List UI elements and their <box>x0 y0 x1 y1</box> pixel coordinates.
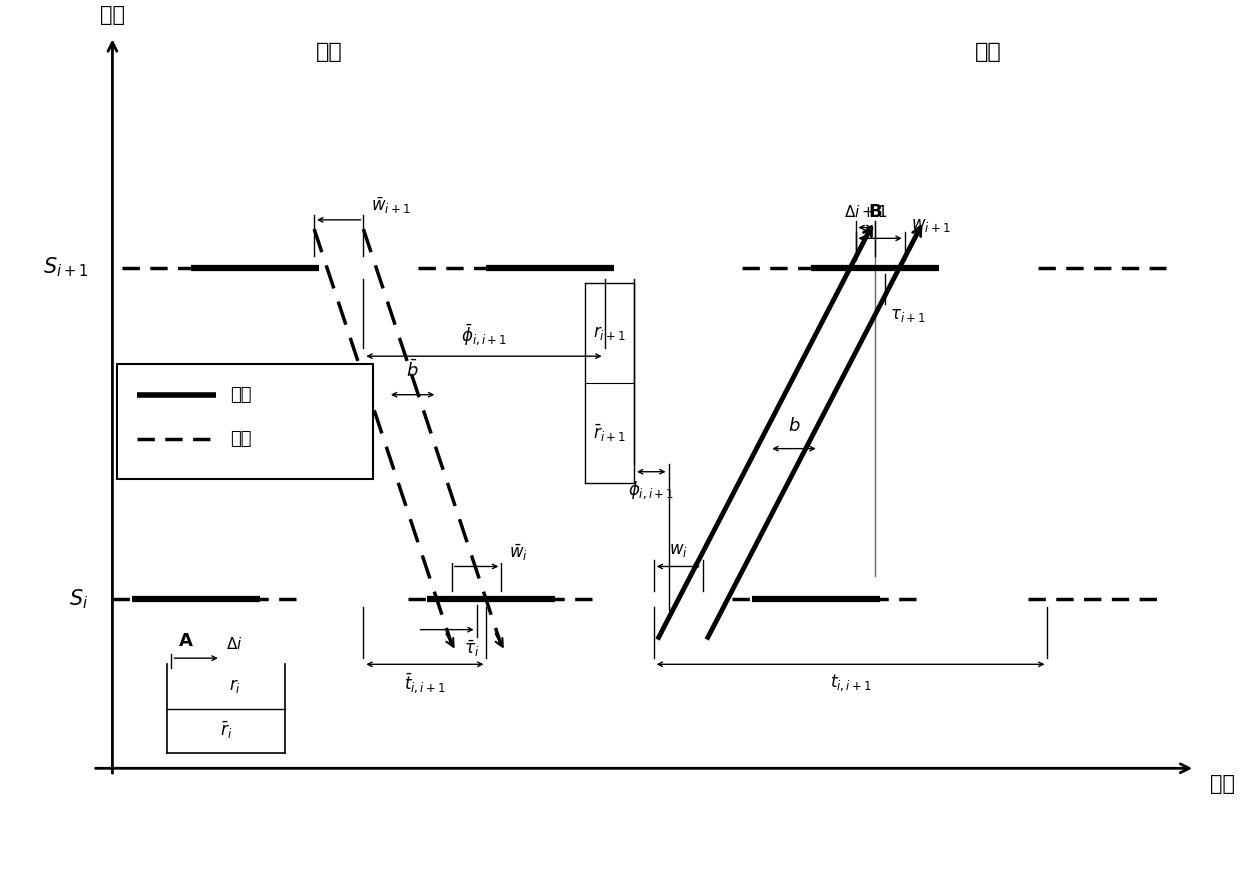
Text: $r_{i+1}$: $r_{i+1}$ <box>593 324 626 342</box>
Text: 上行: 上行 <box>315 42 342 62</box>
Text: $r_i$: $r_i$ <box>229 678 242 695</box>
Text: $S_{i+1}$: $S_{i+1}$ <box>42 256 88 280</box>
Text: B: B <box>868 203 882 221</box>
Text: $\bar{\tau}_i$: $\bar{\tau}_i$ <box>464 638 480 659</box>
Text: 时间: 时间 <box>1210 773 1235 794</box>
Text: $\tau_{i+1}$: $\tau_{i+1}$ <box>890 306 926 324</box>
Text: $\bar{r}_i$: $\bar{r}_i$ <box>219 720 232 741</box>
Text: $\Delta i+1$: $\Delta i+1$ <box>843 204 887 220</box>
Text: 下行: 下行 <box>975 42 1002 62</box>
Text: $t_{i,i+1}$: $t_{i,i+1}$ <box>830 672 872 693</box>
Text: $\bar{r}_{i+1}$: $\bar{r}_{i+1}$ <box>593 423 626 444</box>
FancyBboxPatch shape <box>118 364 373 480</box>
Text: A: A <box>180 632 193 650</box>
Text: $S_i$: $S_i$ <box>68 587 88 611</box>
Text: $\bar{b}$: $\bar{b}$ <box>407 360 419 381</box>
Text: $w_{i+1}$: $w_{i+1}$ <box>910 217 950 234</box>
Text: 上行: 上行 <box>231 385 252 404</box>
Text: $\bar{t}_{i,i+1}$: $\bar{t}_{i,i+1}$ <box>404 672 446 696</box>
Text: $\bar{w}_{i+1}$: $\bar{w}_{i+1}$ <box>371 195 410 216</box>
Text: $\Delta i$: $\Delta i$ <box>226 636 242 652</box>
Text: $w_i$: $w_i$ <box>668 541 688 559</box>
Text: $b$: $b$ <box>787 416 800 435</box>
Text: 距离: 距离 <box>100 5 125 25</box>
Text: $\bar{w}_i$: $\bar{w}_i$ <box>510 543 528 563</box>
Text: $\phi_{i,i+1}$: $\phi_{i,i+1}$ <box>629 480 675 501</box>
Text: 下行: 下行 <box>231 430 252 448</box>
Text: $\bar{\phi}_{i,i+1}$: $\bar{\phi}_{i,i+1}$ <box>461 323 507 348</box>
